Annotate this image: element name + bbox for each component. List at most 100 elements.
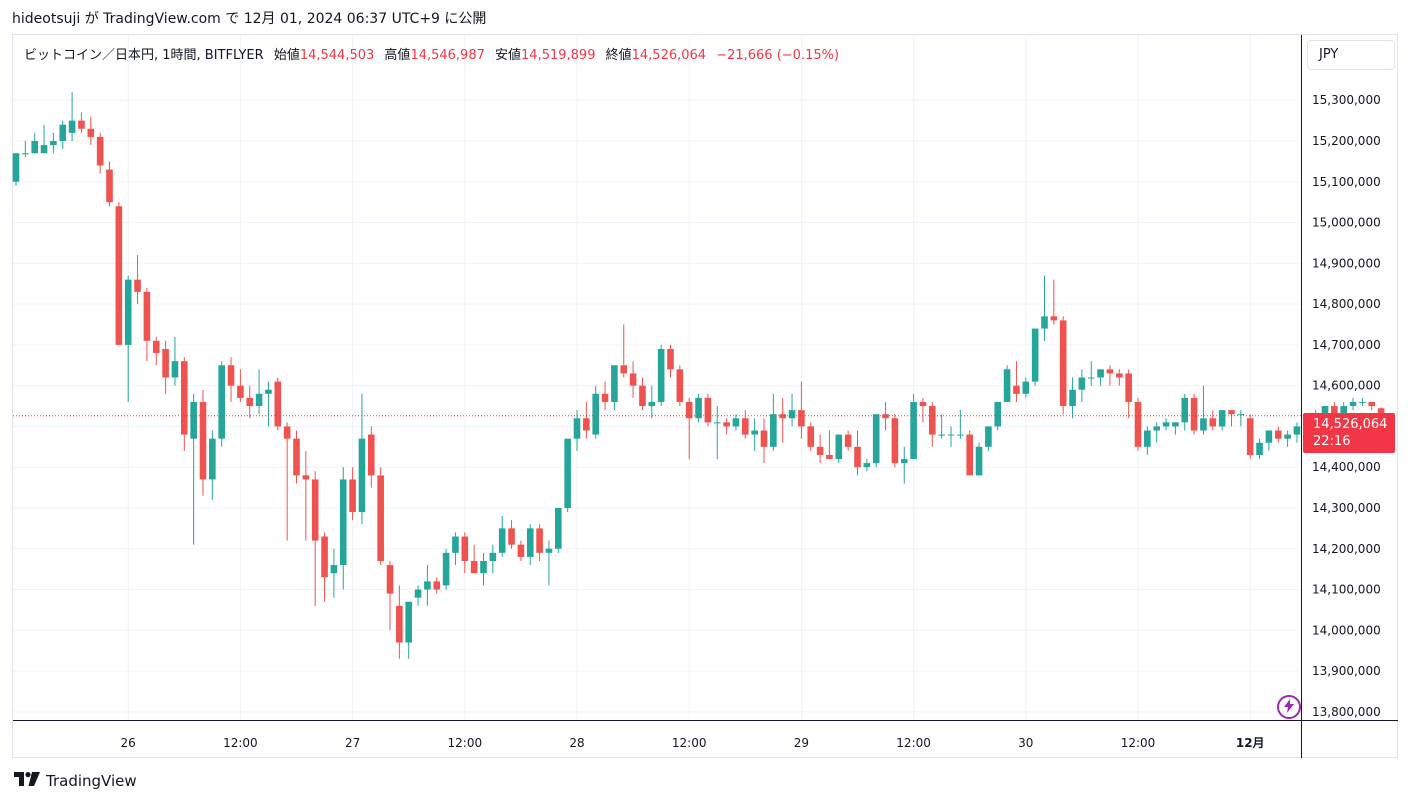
y-tick-label: 14,400,000 bbox=[1312, 460, 1381, 474]
candle-body bbox=[536, 528, 543, 553]
candle-body bbox=[947, 434, 955, 436]
candle-body bbox=[1256, 442, 1263, 455]
x-tick-label: 12月 bbox=[1236, 736, 1265, 750]
candle-body bbox=[1237, 414, 1245, 416]
candle-body bbox=[508, 528, 515, 545]
candle-body bbox=[12, 153, 20, 182]
x-tick-label: 29 bbox=[794, 736, 809, 750]
y-tick-label: 14,900,000 bbox=[1312, 256, 1381, 270]
candle-body bbox=[22, 153, 29, 155]
candle-body bbox=[835, 434, 843, 460]
candle-body bbox=[424, 581, 431, 590]
candle-body bbox=[442, 552, 450, 586]
candle-body bbox=[1340, 406, 1347, 415]
candle-body bbox=[246, 397, 254, 407]
candle-body bbox=[844, 434, 852, 447]
candle-body bbox=[985, 426, 992, 447]
tradingview-logo-icon bbox=[14, 772, 40, 790]
candle-body bbox=[770, 414, 777, 447]
candle-body bbox=[190, 401, 197, 439]
candle-body bbox=[1041, 316, 1048, 329]
candle-body bbox=[882, 414, 889, 419]
candle-body bbox=[891, 418, 899, 464]
candle-body bbox=[461, 536, 469, 561]
candle-body bbox=[1228, 410, 1235, 415]
x-tick-label: 12:00 bbox=[672, 736, 707, 750]
bar-countdown: 22:16 bbox=[1313, 434, 1351, 449]
y-tick-label: 15,300,000 bbox=[1312, 93, 1381, 107]
y-tick-label: 14,000,000 bbox=[1312, 623, 1381, 637]
candle-body bbox=[695, 397, 702, 419]
legend-open-value: 14,544,503 bbox=[299, 48, 375, 63]
candle-body bbox=[1022, 381, 1030, 394]
y-tick-label: 14,600,000 bbox=[1312, 379, 1381, 393]
candle-body bbox=[648, 401, 656, 407]
candle-body bbox=[1013, 385, 1020, 394]
candle-body bbox=[760, 430, 768, 447]
candle-body bbox=[854, 446, 861, 468]
legend-high-value: 14,546,987 bbox=[410, 48, 485, 63]
candle-body bbox=[134, 279, 141, 292]
candle-body bbox=[1331, 406, 1338, 415]
candle-body bbox=[498, 528, 506, 553]
candle-body bbox=[209, 438, 216, 480]
x-tick-label: 28 bbox=[569, 736, 584, 750]
y-tick-label: 14,700,000 bbox=[1312, 338, 1381, 352]
y-tick-label: 14,300,000 bbox=[1312, 501, 1381, 515]
candle-body bbox=[994, 401, 1002, 427]
candle-body bbox=[143, 291, 151, 341]
candle-body bbox=[723, 422, 730, 427]
candle-body bbox=[1349, 401, 1357, 407]
candle-body bbox=[1003, 369, 1011, 402]
candle-body bbox=[1246, 418, 1254, 455]
candle-body bbox=[1162, 422, 1170, 427]
candle-body bbox=[1106, 369, 1114, 374]
x-tick-label: 12:00 bbox=[223, 736, 258, 750]
footer-branding: TradingView bbox=[14, 771, 137, 791]
publish-caption: hideotsuji が TradingView.com で 12月 01, 2… bbox=[12, 11, 487, 27]
candle-body bbox=[704, 397, 712, 423]
y-tick-label: 15,200,000 bbox=[1312, 134, 1381, 148]
candle-body bbox=[732, 418, 740, 427]
candle-body bbox=[742, 418, 749, 435]
chart-frame bbox=[12, 34, 1398, 758]
legend-symbol: ビットコイン／日本円, 1時間, BITFLYER bbox=[24, 48, 264, 63]
footer-brand-text: TradingView bbox=[46, 772, 137, 790]
candle-body bbox=[1144, 430, 1151, 447]
candle-body bbox=[1116, 373, 1123, 378]
candle-body bbox=[592, 393, 599, 435]
candle-body bbox=[826, 454, 833, 460]
lightning-bolt-button[interactable] bbox=[1277, 695, 1301, 719]
candle-body bbox=[807, 426, 815, 447]
x-tick-label: 27 bbox=[345, 736, 360, 750]
candle-body bbox=[470, 560, 478, 574]
candle-body bbox=[657, 348, 665, 402]
y-tick-label: 14,100,000 bbox=[1312, 583, 1381, 597]
candle-body bbox=[816, 446, 824, 455]
candle-body bbox=[124, 279, 132, 345]
x-tick-label: 12:00 bbox=[1121, 736, 1156, 750]
candle-body bbox=[96, 136, 104, 166]
candle-body bbox=[1368, 401, 1376, 407]
legend-high-label: 高値 bbox=[384, 48, 411, 63]
legend-change-value: −21,666 (−0.15%) bbox=[716, 48, 840, 63]
candle-body bbox=[713, 422, 721, 424]
x-tick-label: 30 bbox=[1018, 736, 1033, 750]
candle-body bbox=[265, 389, 272, 394]
candle-body bbox=[50, 141, 57, 146]
x-tick-label: 26 bbox=[121, 736, 136, 750]
candle-body bbox=[255, 393, 263, 407]
candle-body bbox=[900, 459, 908, 464]
candle-body bbox=[526, 528, 534, 557]
currency-button[interactable]: JPY bbox=[1307, 40, 1395, 70]
y-tick-label: 15,000,000 bbox=[1312, 216, 1381, 230]
ohlc-legend: ビットコイン／日本円, 1時間, BITFLYER 始値14,544,503 高… bbox=[24, 44, 839, 63]
y-tick-label: 13,900,000 bbox=[1312, 664, 1381, 678]
candle-body bbox=[639, 385, 646, 407]
candle-body bbox=[555, 507, 562, 549]
candle-body bbox=[966, 434, 973, 476]
candle-body bbox=[339, 479, 347, 566]
candle-body bbox=[218, 365, 225, 439]
legend-open-label: 始値 bbox=[273, 48, 300, 63]
